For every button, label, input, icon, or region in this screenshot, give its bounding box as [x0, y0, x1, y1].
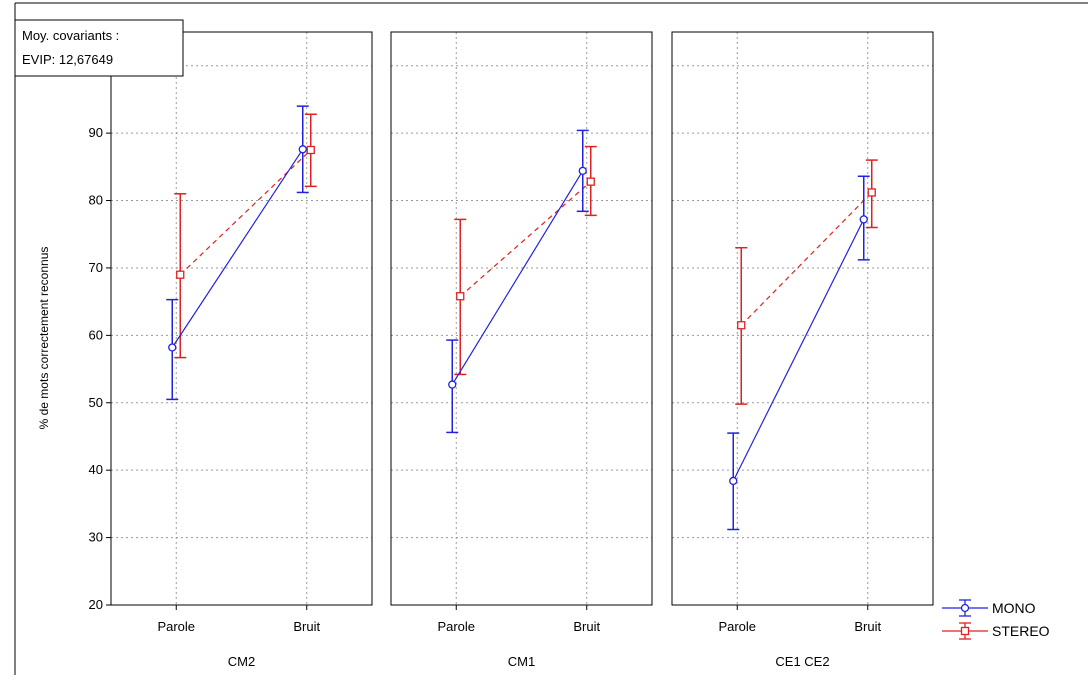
series-line-mono — [732, 219, 865, 482]
point-stereo — [737, 321, 746, 330]
series-line-mono — [171, 148, 304, 348]
x-tick-label: Bruit — [573, 619, 600, 634]
panel-1: Parole Bruit CM1 — [390, 31, 653, 669]
point-stereo — [456, 292, 465, 301]
y-axis-label: % de mots correctement reconnus — [37, 247, 51, 430]
x-tick-label: Parole — [437, 619, 475, 634]
legend-marker-mono — [960, 603, 970, 613]
point-mono — [578, 166, 587, 176]
point-stereo — [867, 188, 876, 197]
y-tick-label: 80 — [89, 193, 103, 208]
x-tick-label: Parole — [718, 619, 756, 634]
info-box-line2: EVIP: 12,67649 — [22, 52, 113, 67]
series-line-mono — [451, 170, 584, 385]
series-line-stereo — [179, 149, 312, 276]
panel-label: CE1 CE2 — [775, 654, 829, 669]
series-line-stereo — [459, 181, 592, 297]
info-box-frame — [14, 19, 184, 77]
y-tick-label: 70 — [89, 260, 103, 275]
panel-0: Parole Bruit CM2 — [110, 31, 373, 669]
legend-label-mono: MONO — [992, 600, 1036, 616]
y-tick-label: 30 — [89, 530, 103, 545]
y-tick-label: 90 — [89, 125, 103, 140]
series-line-stereo — [740, 192, 873, 326]
legend: MONO STEREO — [942, 599, 1050, 640]
y-tick-label: 40 — [89, 462, 103, 477]
legend-marker-stereo — [960, 626, 970, 636]
panel-frame — [671, 31, 934, 606]
panel-2: Parole Bruit CE1 CE2 — [671, 31, 934, 669]
point-stereo — [176, 270, 185, 279]
y-tick-label: 60 — [89, 327, 103, 342]
point-stereo — [586, 177, 595, 186]
panel-label: CM1 — [508, 654, 535, 669]
x-tick-label: Parole — [157, 619, 195, 634]
legend-label-stereo: STEREO — [992, 623, 1050, 639]
info-box: Moy. covariants : EVIP: 12,67649 — [14, 19, 184, 77]
point-mono — [168, 343, 177, 352]
panels-group: Parole Bruit CM2 Parole Bruit CM1 Parole Bruit C… — [110, 31, 934, 669]
x-tick-label: Bruit — [854, 619, 881, 634]
x-tick-label: Bruit — [293, 619, 320, 634]
point-mono — [729, 476, 738, 486]
point-mono — [448, 380, 457, 389]
y-tick-label: 20 — [89, 597, 103, 612]
panel-frame — [390, 31, 653, 606]
point-stereo — [306, 145, 315, 155]
y-tick-label: 50 — [89, 395, 103, 410]
info-box-line1: Moy. covariants : — [22, 28, 119, 43]
point-mono — [298, 145, 307, 154]
point-mono — [859, 215, 868, 224]
panel-label: CM2 — [228, 654, 255, 669]
panel-frame — [110, 31, 373, 606]
